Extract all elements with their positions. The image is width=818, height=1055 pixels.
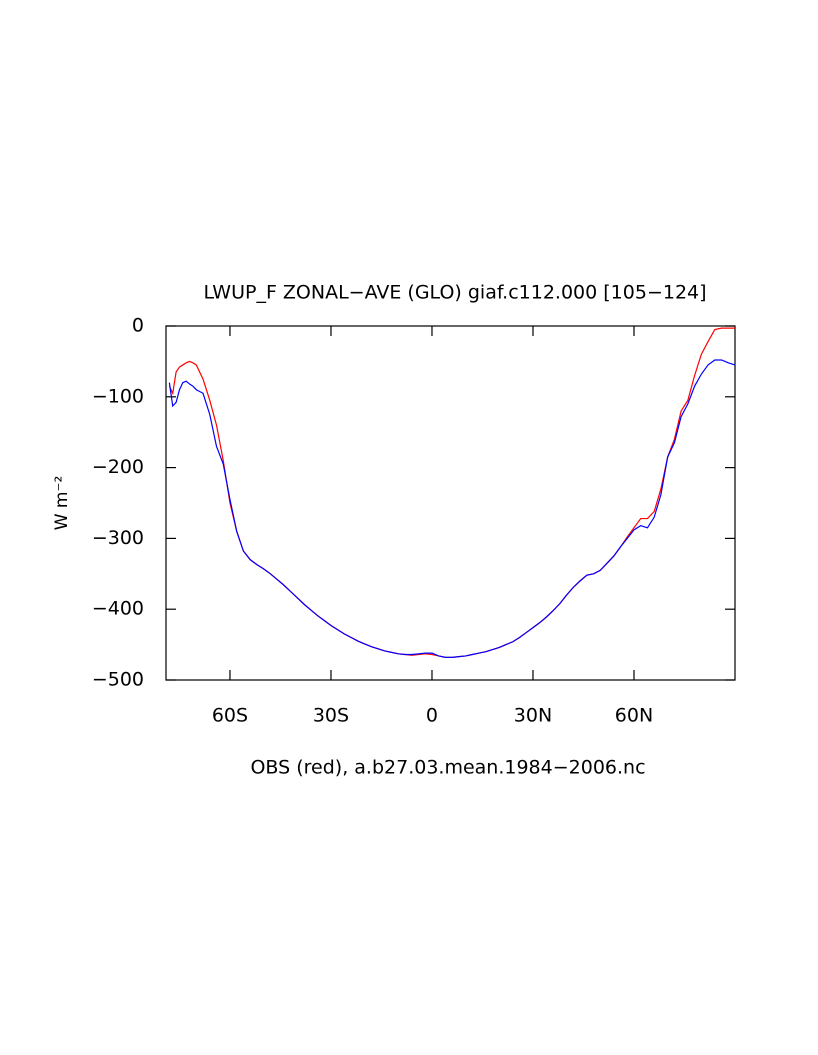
y-tick-label: −300 <box>92 527 144 549</box>
y-axis-label: W m⁻² <box>52 476 72 531</box>
y-tick-label: −200 <box>92 456 144 478</box>
y-tick-label: −500 <box>92 669 144 691</box>
plot-frame <box>165 325 736 681</box>
y-tick-label: 0 <box>132 315 144 337</box>
data-line <box>168 359 736 658</box>
y-tick-label: −400 <box>92 598 144 620</box>
x-tick-label: 0 <box>426 705 438 727</box>
data-line <box>168 327 735 658</box>
x-axis-label: OBS (red), a.b27.03.mean.1984−2006.nc <box>250 757 645 779</box>
chart-title: LWUP_F ZONAL−AVE (GLO) giaf.c112.000 [10… <box>203 282 706 304</box>
x-tick-label: 60S <box>212 705 248 727</box>
x-tick-label: 30N <box>514 705 552 727</box>
x-tick-label: 30S <box>313 705 349 727</box>
x-tick-label: 60N <box>615 705 653 727</box>
y-tick-label: −100 <box>92 385 144 407</box>
